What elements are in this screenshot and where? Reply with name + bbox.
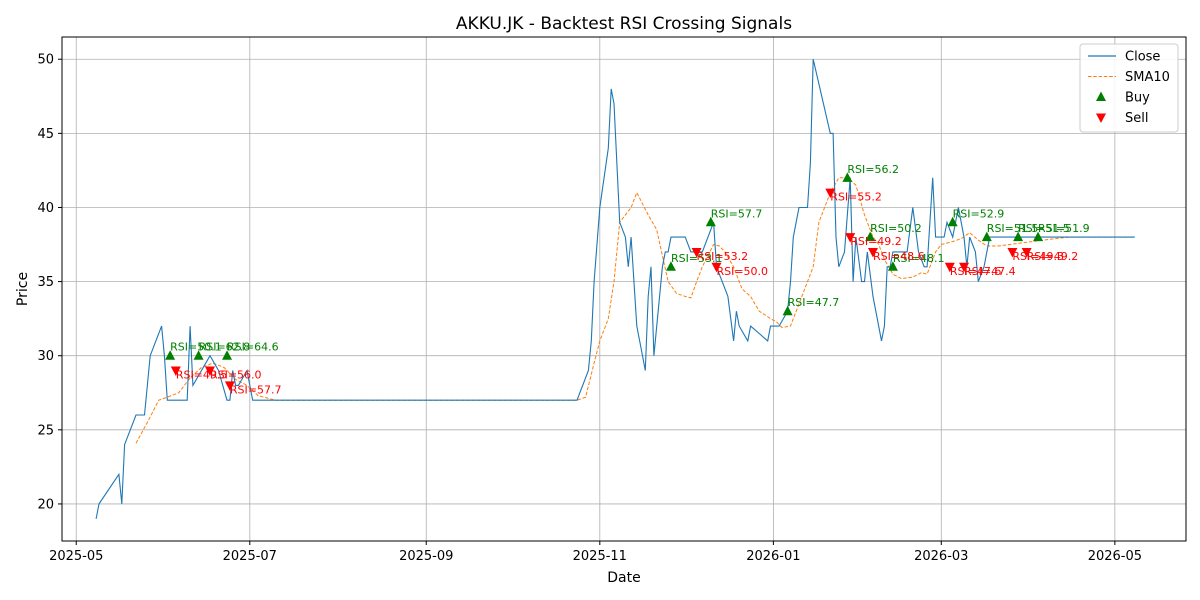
grid-lines [62,37,1186,541]
legend-box [1079,43,1179,133]
buy-signal-marker [842,172,853,182]
sell-signal-label: RSI=49.2 [1027,250,1079,263]
y-tick-label: 35 [37,275,54,290]
buy-signal-marker [1013,231,1024,242]
buy-signal-label: RSI=51.5 [1018,222,1070,235]
buy-signal-marker [193,350,204,360]
x-tick-label: 2025-05 [49,549,103,564]
sell-signal-marker [691,247,702,258]
buy-signal-label: RSI=53.1 [671,252,723,265]
buy-signal-marker [705,216,716,227]
y-tick-label: 40 [37,201,54,216]
buy-signal-marker [222,350,233,360]
y-tick-label: 50 [37,53,54,68]
buy-signal-marker [1033,231,1044,242]
x-tick-label: 2025-09 [399,549,453,564]
sell-signal-label: RSI=57.7 [230,383,282,396]
axis-ticks: 2025-05 2025-07 2025-09 2025-11 2026-01 2026-… [37,53,1142,564]
buy-signal-label: RSI=51.9 [1038,222,1090,235]
legend-label: SMA10 [1125,70,1170,85]
buy-signal-label: RSI=50.1 [170,341,222,354]
legend-sell-swatch [1096,113,1106,123]
x-tick-label: 2026-01 [746,549,800,564]
sell-signal-label: RSI=56.0 [210,369,262,382]
sell-signal-marker [170,366,181,377]
buy-signal-marker [782,305,793,316]
y-axis-label: Price [15,272,31,306]
buy-signal-label: RSI=50.2 [870,222,922,235]
y-tick-label: 25 [37,423,54,438]
x-axis-label: Date [607,570,640,586]
x-tick-label: 2025-07 [223,549,277,564]
sell-signal-label: RSI=53.2 [697,250,749,263]
legend-label: Close [1125,50,1160,65]
sell-signal-marker [224,381,235,391]
buy-signal-marker [887,261,898,271]
y-tick-label: 20 [37,497,54,512]
sell-signal-marker [711,262,722,273]
sell-signal-marker [845,233,856,243]
sell-signal-marker [825,188,836,199]
buy-signal-label: RSI=56.2 [847,163,899,176]
sell-signal-label: RSI=55.2 [830,191,882,204]
chart-title: AKKU.JK - Backtest RSI Crossing Signals [456,14,792,34]
sell-signal-label: RSI=47.4 [964,265,1016,278]
buy-signal-label: RSI=64.6 [227,341,279,354]
legend-label: Buy [1125,91,1150,106]
close-series-line [95,59,1135,519]
legend-label: Sell [1125,111,1148,126]
sell-signal-marker [204,366,215,377]
legend-buy-swatch [1096,91,1106,101]
buy-signal-label: RSI=47.7 [788,296,840,309]
buy-signal-label: RSI=48.1 [893,252,945,265]
x-tick-label: 2025-11 [573,549,627,564]
buy-signal-marker [165,350,176,360]
buy-signal-label: RSI=51.5 [987,222,1039,235]
buy-signal-label: RSI=52.9 [953,207,1005,220]
sell-signal-label: RSI=49.5 [176,369,228,382]
sma10-series-line [135,177,1135,444]
buy-signal-marker [981,231,992,242]
y-tick-label: 45 [37,127,54,142]
sell-signal-marker [1007,247,1018,258]
x-tick-label: 2026-03 [914,549,968,564]
sell-signal-label: RSI=50.0 [716,265,768,278]
sell-signal-label: RSI=48.6 [873,250,925,263]
buy-signal-marker [947,216,958,227]
buy-signal-label: RSI=57.7 [711,207,763,220]
sell-signal-marker [944,262,955,273]
x-tick-label: 2026-05 [1088,549,1142,564]
buy-signal-marker [665,261,676,271]
sell-signal-marker [867,247,878,258]
sell-signal-label: RSI=49.2 [850,235,902,248]
sell-signal-marker [959,262,970,273]
buy-signal-marker [865,231,876,242]
axes-frame [61,36,1187,542]
legend: Close SMA10 Buy Sell [1079,43,1179,133]
sell-signal-marker [1021,247,1032,258]
buy-signal-label: RSI=62.8 [199,341,251,354]
y-tick-label: 30 [37,349,54,364]
